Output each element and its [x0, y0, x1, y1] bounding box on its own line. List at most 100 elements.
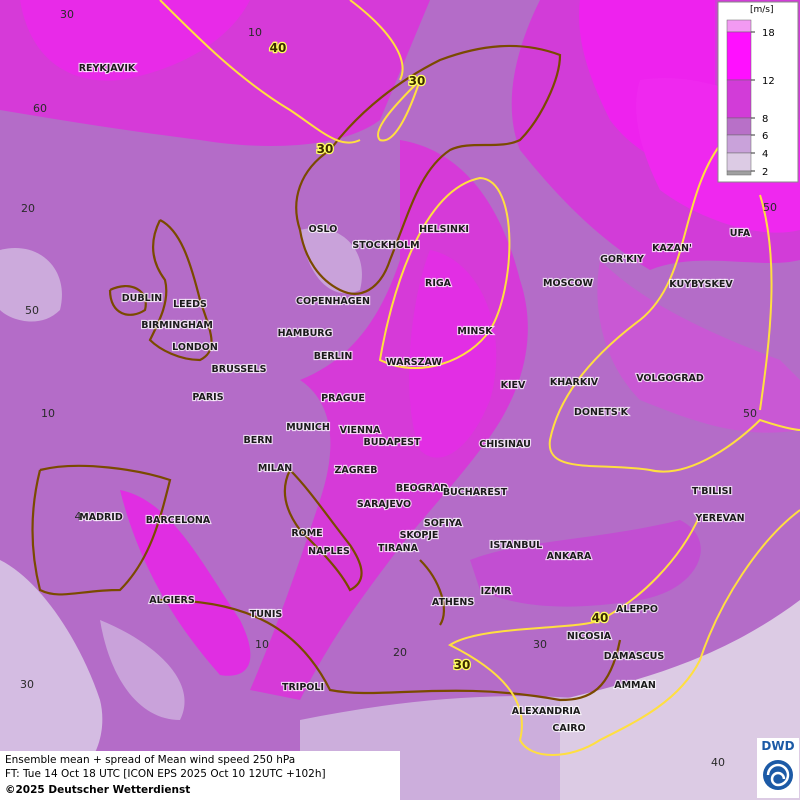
city-label: SARAJEVO: [357, 499, 411, 510]
city-label: KUYBYSKEV: [669, 279, 733, 290]
city-label: ROME: [291, 528, 322, 539]
city-label: LONDON: [172, 342, 218, 353]
city-label: MOSCOW: [543, 278, 593, 289]
city-label: YEREVAN: [694, 513, 744, 524]
city-label: IZMIR: [481, 586, 512, 597]
grid-label: 50: [763, 201, 777, 214]
city-label: ALGIERS: [149, 595, 195, 606]
grid-label: 50: [743, 407, 757, 420]
contour-label: 30: [454, 658, 471, 672]
footer-box: [0, 751, 400, 800]
legend-swatch: [726, 79, 752, 119]
legend-swatch: [726, 117, 752, 136]
legend-swatch: [726, 19, 752, 33]
city-label: WARSZAW: [386, 357, 442, 368]
city-label: BRUSSELS: [212, 364, 267, 375]
legend-tick-label: 18: [762, 28, 775, 39]
contour-label: 40: [592, 611, 609, 625]
grid-label: 20: [393, 646, 407, 659]
city-label: BUDAPEST: [364, 437, 421, 448]
city-label: MADRID: [79, 512, 123, 523]
city-label: DAMASCUS: [604, 651, 665, 662]
grid-label: 40: [711, 756, 725, 769]
city-label: KHARKIV: [550, 377, 599, 388]
logo: DWD: [757, 738, 799, 798]
legend-swatch: [726, 31, 752, 81]
legend-tick-label: 2: [762, 167, 768, 178]
city-label: VIENNA: [340, 425, 381, 436]
legend-tick-label: 4: [762, 149, 768, 160]
city-label: TRIPOLI: [282, 682, 324, 693]
city-label: SOFIYA: [424, 518, 463, 529]
city-label: ALEXANDRIA: [512, 706, 581, 717]
city-label: VOLGOGRAD: [636, 373, 704, 384]
city-label: ALEPPO: [616, 604, 658, 615]
city-label: SKOPJE: [400, 530, 439, 541]
contour-label: 40: [270, 41, 287, 55]
city-label: PRAGUE: [321, 393, 365, 404]
city-label: TIRANA: [378, 543, 419, 554]
legend-bar: 18 12 8 6 4 2: [726, 19, 775, 178]
city-label: DONETS'K: [574, 407, 629, 418]
city-label: BERLIN: [314, 351, 353, 362]
legend-swatch: [726, 170, 752, 176]
city-label: KAZAN': [652, 243, 692, 254]
city-label: CAIRO: [552, 723, 585, 734]
legend-tick-label: 8: [762, 114, 768, 125]
footer-title: Ensemble mean + spread of Mean wind spee…: [5, 754, 295, 766]
city-label: ATHENS: [432, 597, 474, 608]
city-label: ZAGREB: [334, 465, 377, 476]
grid-label: 30: [533, 638, 547, 651]
city-label: NAPLES: [308, 546, 350, 557]
grid-label: 10: [41, 407, 55, 420]
city-label: KIEV: [501, 380, 526, 391]
footer-copyright: ©2025 Deutscher Wetterdienst: [5, 784, 190, 796]
city-label: BERN: [244, 435, 273, 446]
city-label: BARCELONA: [146, 515, 211, 526]
grid-label: 60: [33, 102, 47, 115]
grid-label: 50: [25, 304, 39, 317]
city-label: RIGA: [425, 278, 452, 289]
city-label: TUNIS: [250, 609, 283, 620]
city-label: MINSK: [457, 326, 493, 337]
grid-label: 20: [21, 202, 35, 215]
city-label: HELSINKI: [419, 224, 469, 235]
city-label: UFA: [730, 228, 751, 239]
grid-label: 30: [20, 678, 34, 691]
legend-swatch: [726, 134, 752, 154]
city-label: ANKARA: [547, 551, 592, 562]
footer-time: FT: Tue 14 Oct 18 UTC [ICON EPS 2025 Oct…: [5, 768, 326, 780]
grid-label: 10: [248, 26, 262, 39]
grid-label: 30: [60, 8, 74, 21]
city-label: BIRMINGHAM: [141, 320, 213, 331]
city-label: STOCKHOLM: [352, 240, 419, 251]
city-label: AMMAN: [614, 680, 656, 691]
logo-swirl: [766, 763, 790, 787]
logo-text: DWD: [761, 739, 794, 753]
contours: [159, 0, 800, 756]
legend-unit: [m/s]: [750, 5, 774, 15]
city-label: OSLO: [309, 224, 338, 235]
grid-label: 10: [255, 638, 269, 651]
contour-label: 30: [317, 142, 334, 156]
city-label: DUBLIN: [122, 293, 162, 304]
city-label: T'BILISI: [692, 486, 732, 497]
city-label: CHISINAU: [479, 439, 531, 450]
city-label: PARIS: [192, 392, 223, 403]
city-label: BUCHAREST: [443, 487, 508, 498]
contour-label: 30: [409, 74, 426, 88]
grid-label: 4: [75, 510, 82, 523]
legend-tick-label: 12: [762, 76, 775, 87]
city-label: HAMBURG: [278, 328, 333, 339]
city-label: GOR'KIY: [600, 254, 644, 265]
city-label: COPENHAGEN: [296, 296, 370, 307]
legend: [m/s] 18 12 8 6 4 2: [717, 1, 799, 183]
city-label: BEOGRAD: [396, 483, 448, 494]
city-label: REYKJAVIK: [79, 63, 136, 74]
city-label: MILAN: [258, 463, 292, 474]
city-label: NICOSIA: [567, 631, 612, 642]
coastlines: [31, 44, 622, 702]
